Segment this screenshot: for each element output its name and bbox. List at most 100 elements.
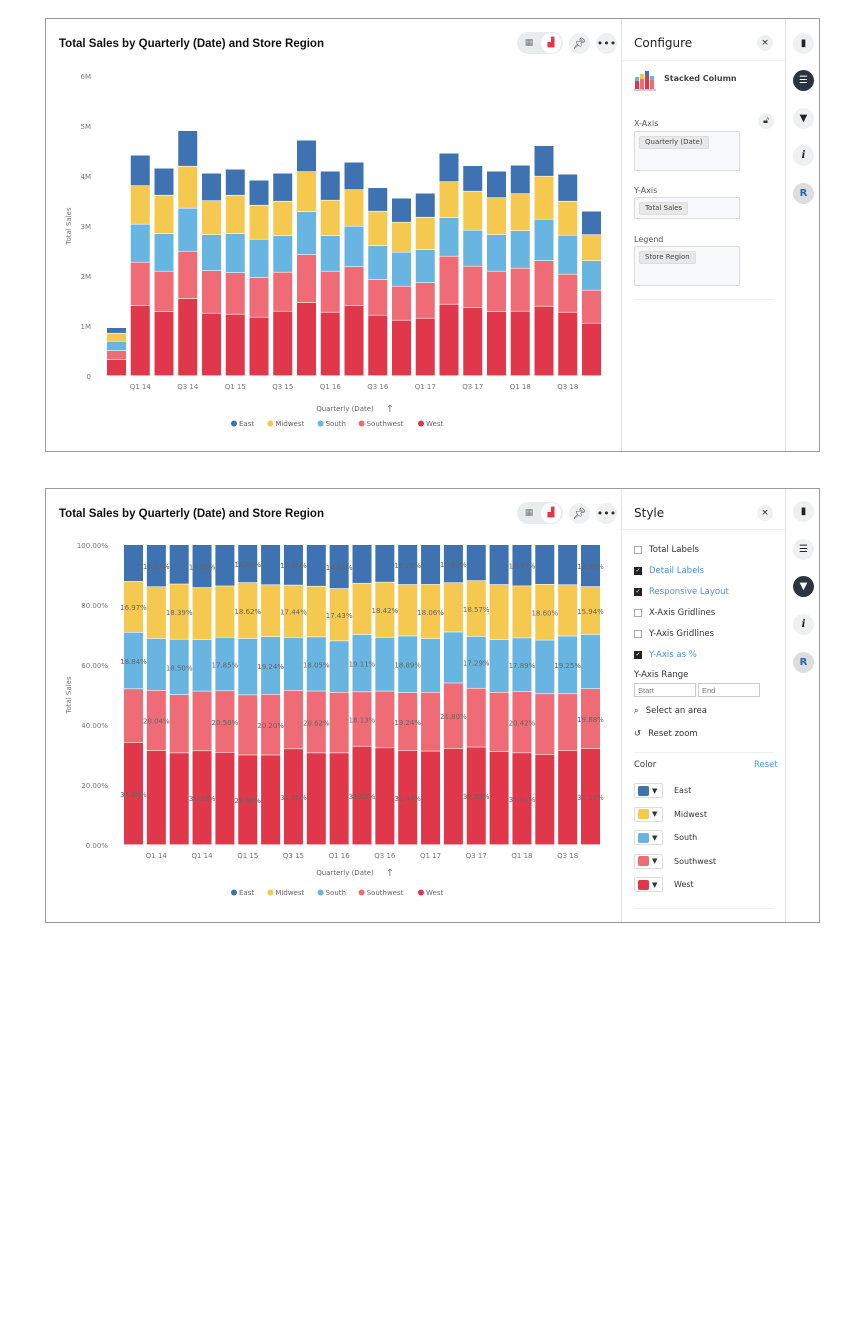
y-axis-dropzone[interactable]: Total Sales: [634, 197, 740, 219]
view-toggle[interactable]: ▦ ▟: [517, 502, 563, 524]
caret-down-icon: ▼: [652, 833, 658, 842]
reset-icon: ↺: [634, 729, 642, 739]
style-option-checkbox[interactable]: Y-Axis Gridlines: [634, 629, 714, 639]
checkbox-icon[interactable]: ✓: [634, 651, 642, 659]
bar-segment-east: [466, 545, 486, 581]
r-script-icon[interactable]: R: [793, 652, 814, 673]
reset-colors-link[interactable]: Reset: [754, 760, 778, 770]
configure-icon[interactable]: ☰: [793, 539, 814, 560]
bar-segment-southwest: [463, 266, 483, 308]
style-option-checkbox[interactable]: Total Labels: [634, 545, 699, 555]
bar-segment-southwest: [352, 692, 372, 746]
color-picker[interactable]: ▼: [634, 830, 663, 845]
chart-title: Total Sales by Quarterly (Date) and Stor…: [59, 508, 324, 520]
table-view-icon[interactable]: ▦: [524, 38, 534, 48]
color-picker[interactable]: ▼: [634, 877, 663, 892]
percent-stacked-column-chart: 0.00% 20.00% 40.00% 60.00% 80.00% 100.00% Tota…: [65, 542, 604, 897]
y-tick-label: 80.00%: [81, 602, 108, 610]
pin-icon[interactable]: 📌︎: [569, 32, 590, 54]
color-picker[interactable]: ▼: [634, 783, 663, 798]
bar-segment-south: [192, 639, 212, 691]
style-option-checkbox[interactable]: ✓ Responsive Layout: [634, 587, 729, 597]
bar-segment-east: [178, 131, 198, 166]
bar-segment-south: [352, 634, 372, 692]
legend-dropzone[interactable]: Store Region: [634, 246, 740, 286]
bar-segment-east: [581, 545, 600, 587]
style-option-checkbox[interactable]: X-Axis Gridlines: [634, 608, 715, 618]
configure-icon[interactable]: ☰: [793, 70, 814, 91]
color-label: Color: [634, 760, 657, 770]
bar-segment-midwest: [415, 217, 435, 250]
divider: [634, 908, 774, 909]
color-picker[interactable]: ▼: [634, 806, 663, 822]
select-area-button[interactable]: ⌕ Select an area: [634, 706, 707, 716]
chart-toolbar: ▦ ▟ 📌︎ •••: [517, 32, 617, 54]
bar-segment-east: [510, 165, 530, 194]
bar-segment-west: [463, 308, 483, 376]
style-option-checkbox[interactable]: ✓ Detail Labels: [634, 566, 704, 576]
more-icon[interactable]: •••: [596, 32, 617, 54]
chart-view-icon[interactable]: ▟: [541, 503, 561, 523]
bar-segment-southwest: [487, 271, 506, 312]
bar-segment-southwest: [107, 351, 126, 360]
bar-segment-south: [154, 234, 174, 271]
data-label: 18.57%: [463, 606, 490, 614]
info-icon[interactable]: i: [793, 614, 814, 635]
data-label: 31.44%: [394, 795, 421, 803]
checkbox-icon[interactable]: ✓: [634, 588, 642, 596]
legend-chip[interactable]: Store Region: [639, 251, 696, 264]
bar-segment-midwest: [489, 584, 509, 640]
bar-segment-south: [582, 261, 601, 290]
bar-segment-southwest: [415, 283, 435, 318]
x-axis-chip[interactable]: Quarterly (Date): [639, 136, 709, 149]
bar-segment-east: [192, 545, 212, 588]
style-brush-icon[interactable]: ▼: [793, 576, 814, 597]
option-label: Detail Labels: [649, 566, 705, 576]
chart-view-icon[interactable]: ▟: [541, 33, 561, 53]
r-script-icon[interactable]: R: [793, 183, 814, 204]
y-range-start-input[interactable]: [634, 683, 696, 697]
data-label: 21.80%: [440, 713, 467, 721]
bar-segment-midwest: [558, 585, 578, 636]
bar-segment-midwest: [154, 195, 174, 234]
close-icon[interactable]: ×: [757, 505, 773, 521]
reset-zoom-button[interactable]: ↺ Reset zoom: [634, 729, 698, 739]
checkbox-icon[interactable]: [634, 609, 642, 617]
checkbox-icon[interactable]: ✓: [634, 567, 642, 575]
close-icon[interactable]: ×: [757, 35, 773, 51]
more-icon[interactable]: •••: [596, 502, 617, 524]
y-axis-chip[interactable]: Total Sales: [639, 202, 689, 215]
stacked-column-card: 0 1M 2M 3M 4M 5M 6M Total Sales Q1 14 Q3 14 Q1 15 Q…: [45, 18, 820, 452]
pin-icon[interactable]: 📌︎: [569, 502, 590, 524]
swatch-label: East: [674, 786, 692, 795]
unlock-icon[interactable]: 🔓︎: [758, 113, 774, 129]
style-option-checkbox[interactable]: ✓ Y-Axis as %: [634, 650, 697, 660]
chart-title: Total Sales by Quarterly (Date) and Stor…: [59, 38, 324, 50]
y-range-end-input[interactable]: [698, 683, 760, 697]
style-brush-icon[interactable]: ▼: [793, 108, 814, 129]
checkbox-icon[interactable]: [634, 546, 642, 554]
data-label: 18.06%: [417, 609, 444, 617]
color-swatch-row: ▼ South: [634, 830, 697, 845]
checkbox-icon[interactable]: [634, 630, 642, 638]
bar-segment-midwest: [581, 586, 600, 635]
color-picker[interactable]: ▼: [634, 853, 663, 869]
bar-segment-south: [225, 234, 245, 273]
legend-marker-east: [231, 889, 237, 896]
view-toggle[interactable]: ▦ ▟: [517, 32, 563, 54]
chart-settings-icon[interactable]: ▮: [793, 501, 814, 522]
y-tick-label: 5M: [81, 123, 92, 131]
bar-segment-midwest: [368, 211, 388, 246]
stacked-column-icon[interactable]: [634, 69, 656, 91]
x-axis-dropzone[interactable]: Quarterly (Date): [634, 131, 740, 171]
bar-segment-east: [169, 545, 189, 584]
bar-segment-east: [421, 545, 441, 585]
bar-segment-midwest: [329, 588, 349, 641]
bar-segment-southwest: [535, 694, 555, 755]
bar-segment-southwest: [443, 683, 463, 749]
color-swatch-row: ▼ Southwest: [634, 853, 716, 869]
info-icon[interactable]: i: [793, 145, 814, 166]
chart-settings-icon[interactable]: ▮: [793, 33, 814, 54]
chart-type-label: Stacked Column: [664, 74, 737, 83]
table-view-icon[interactable]: ▦: [524, 508, 534, 518]
